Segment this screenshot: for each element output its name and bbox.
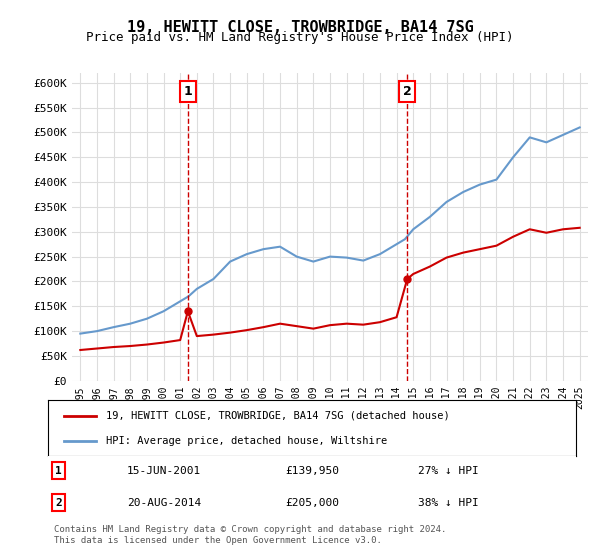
Text: 1: 1: [55, 465, 62, 475]
Text: 2: 2: [403, 85, 412, 98]
Text: 15-JUN-2001: 15-JUN-2001: [127, 465, 202, 475]
Text: Price paid vs. HM Land Registry's House Price Index (HPI): Price paid vs. HM Land Registry's House …: [86, 31, 514, 44]
Text: 20-AUG-2014: 20-AUG-2014: [127, 498, 202, 508]
Text: 2: 2: [55, 498, 62, 508]
Text: 1: 1: [184, 85, 192, 98]
Text: 27% ↓ HPI: 27% ↓ HPI: [418, 465, 478, 475]
Text: £139,950: £139,950: [286, 465, 340, 475]
Text: 19, HEWITT CLOSE, TROWBRIDGE, BA14 7SG: 19, HEWITT CLOSE, TROWBRIDGE, BA14 7SG: [127, 20, 473, 35]
Text: Contains HM Land Registry data © Crown copyright and database right 2024.
This d: Contains HM Land Registry data © Crown c…: [54, 525, 446, 545]
Text: HPI: Average price, detached house, Wiltshire: HPI: Average price, detached house, Wilt…: [106, 436, 388, 446]
Text: £205,000: £205,000: [286, 498, 340, 508]
Text: 19, HEWITT CLOSE, TROWBRIDGE, BA14 7SG (detached house): 19, HEWITT CLOSE, TROWBRIDGE, BA14 7SG (…: [106, 410, 450, 421]
Text: 38% ↓ HPI: 38% ↓ HPI: [418, 498, 478, 508]
